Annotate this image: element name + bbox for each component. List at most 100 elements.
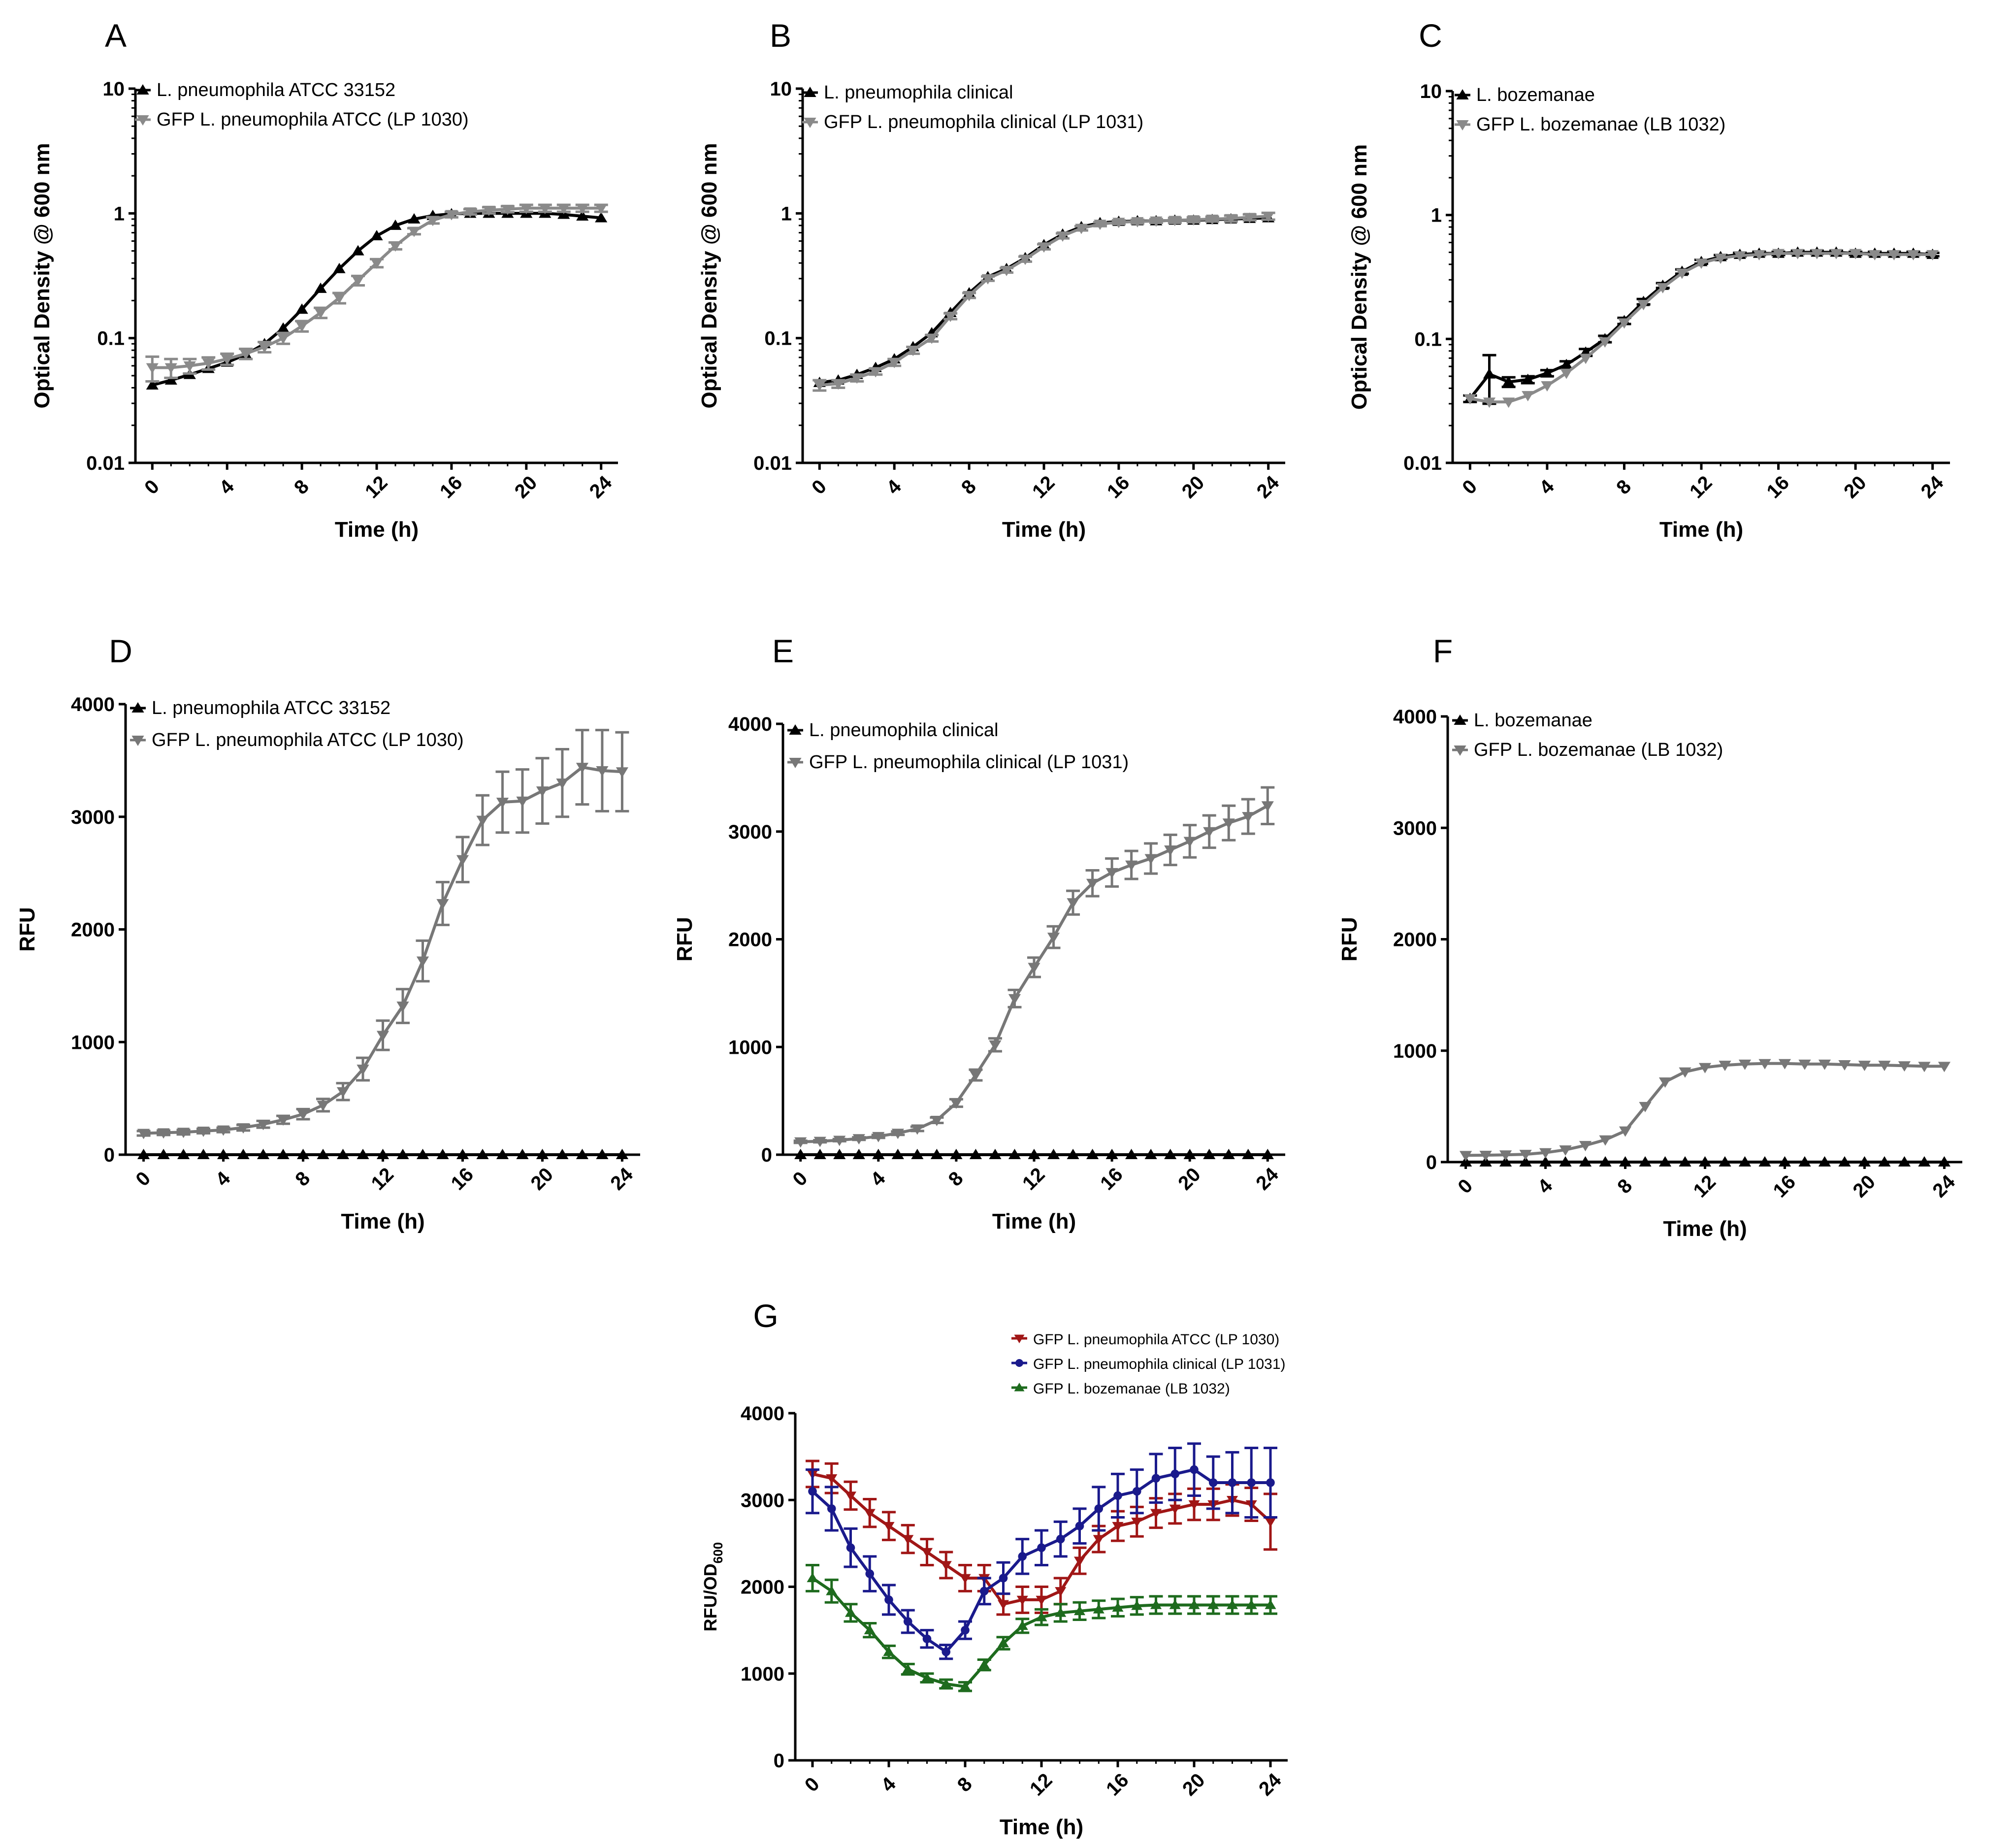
data-point (1658, 1077, 1672, 1088)
data-point (257, 1120, 270, 1131)
data-point (864, 1509, 876, 1519)
legend-item: GFP L. pneumophila clinical (LP 1031) (787, 752, 1129, 773)
data-point (317, 1149, 329, 1159)
data-point (1086, 1149, 1099, 1159)
data-point (1714, 253, 1727, 264)
data-point (1222, 1149, 1235, 1159)
data-point (370, 259, 383, 269)
data-point (576, 763, 589, 774)
y-tick-label: 1 (1431, 205, 1442, 227)
data-point (959, 1681, 971, 1691)
legend-label: GFP L. bozemanae (LB 1032) (1033, 1381, 1230, 1397)
data-point (1073, 1556, 1086, 1566)
data-point (1926, 250, 1939, 260)
x-tick-label: 8 (953, 1773, 976, 1796)
data-point (1188, 1500, 1200, 1510)
data-point (1679, 1067, 1691, 1078)
data-point (1203, 1149, 1216, 1159)
legend-label: L. pneumophila ATCC 33152 (152, 698, 390, 718)
data-point (891, 1129, 904, 1139)
data-point (1758, 1059, 1771, 1070)
y-tick-label: 1000 (71, 1032, 115, 1053)
x-tick-label: 16 (1769, 1171, 1800, 1202)
x-axis-title: Time (h) (1663, 1217, 1747, 1241)
data-point (197, 1149, 210, 1159)
y-axis-title: RFU (15, 907, 39, 951)
legend-item: L. bozemanae (1452, 710, 1592, 731)
data-point (295, 322, 308, 332)
y-tick-label: 0 (774, 1750, 784, 1772)
data-point (1008, 994, 1021, 1005)
data-point (416, 956, 429, 967)
data-point (1519, 1150, 1532, 1161)
data-point (1073, 1605, 1086, 1616)
y-tick-label: 2000 (71, 919, 115, 941)
data-point (930, 1149, 943, 1159)
series-2 (812, 211, 1275, 392)
data-point (1055, 1587, 1067, 1597)
y-tick-label: 0.01 (1403, 453, 1442, 474)
data-point (846, 1543, 855, 1552)
data-point (1479, 1156, 1492, 1167)
x-axis-title: Time (h) (341, 1209, 424, 1233)
chart-panel-b: B 0.01 0.1 1 10 0 4 8 12 16 20 24 Time (h) Optical De… (697, 17, 1285, 542)
y-axis-title: RFU (673, 917, 697, 961)
y-axis-title: Optical Density @ 600 nm (697, 143, 721, 408)
data-point (1838, 1060, 1851, 1071)
y-axis-title-subscript: 600 (711, 1542, 725, 1563)
data-point (1459, 1151, 1472, 1162)
data-point (1560, 368, 1573, 379)
data-point (516, 1149, 529, 1159)
data-point (1105, 868, 1118, 878)
data-point (1579, 1156, 1592, 1167)
data-point (989, 1040, 1002, 1051)
data-point (157, 1128, 170, 1139)
data-point (1483, 368, 1496, 379)
panel-letter: A (105, 17, 127, 54)
x-tick-label: 20 (511, 472, 542, 503)
y-tick-label: 2000 (1393, 929, 1437, 951)
data-point (389, 219, 402, 230)
data-point (177, 1128, 190, 1138)
data-point (496, 798, 509, 809)
data-point (1105, 1149, 1118, 1159)
y-tick-label: 1000 (1393, 1040, 1437, 1062)
y-tick-label: 4000 (741, 1403, 784, 1425)
y-axis-title: RFU (1337, 917, 1362, 961)
y-tick-label: 4000 (71, 694, 115, 715)
data-point (961, 1625, 970, 1635)
x-tick-label: 20 (1178, 472, 1209, 503)
data-point (295, 303, 308, 314)
series-1 (137, 1149, 629, 1159)
data-point (872, 1149, 885, 1159)
series-1 (806, 1459, 1277, 1616)
data-point (1618, 318, 1631, 329)
data-point (826, 1586, 838, 1595)
data-point (884, 1595, 893, 1604)
data-point (911, 1149, 924, 1159)
data-point (832, 379, 845, 390)
data-point (1037, 1543, 1046, 1552)
y-tick-label: 3000 (71, 807, 115, 828)
data-point (963, 291, 975, 301)
data-point (376, 1149, 390, 1159)
data-point (1266, 1478, 1275, 1487)
x-tick-label: 24 (1928, 1170, 1959, 1201)
y-tick-label: 10 (1420, 81, 1442, 102)
x-tick-label: 4 (1535, 475, 1559, 498)
data-point (921, 1672, 933, 1682)
legend-label: GFP L. pneumophila clinical (LP 1031) (824, 112, 1143, 132)
x-tick-label: 24 (1255, 1769, 1286, 1800)
series-2 (806, 1442, 1277, 1660)
data-point (1131, 1518, 1143, 1527)
data-point (969, 1070, 982, 1081)
data-point (1265, 1599, 1276, 1609)
data-point (1247, 1478, 1256, 1487)
data-point (872, 1132, 885, 1142)
x-tick-label: 24 (1253, 471, 1284, 502)
x-tick-label: 12 (1018, 1164, 1049, 1195)
data-point (807, 1572, 818, 1583)
data-point (942, 1647, 951, 1656)
data-point (557, 203, 570, 214)
data-point (516, 796, 529, 807)
